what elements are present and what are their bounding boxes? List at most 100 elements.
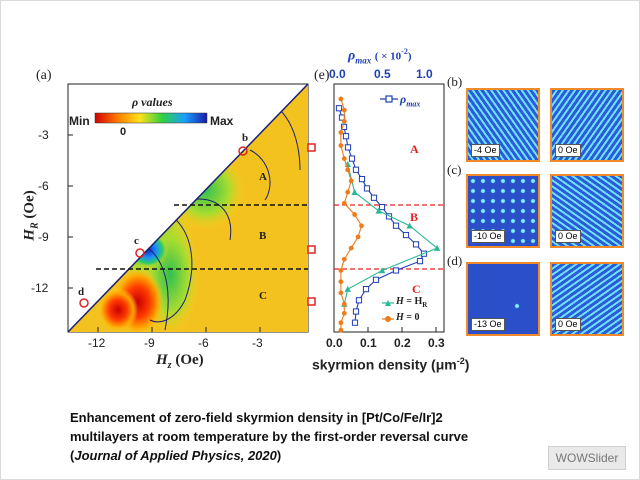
y-tick: -6 (38, 179, 49, 193)
top-axis-title: ρmax ( × 10-2) (348, 47, 412, 66)
data-point (341, 200, 347, 206)
data-point (335, 105, 343, 112)
data-point (362, 286, 370, 293)
data-point (338, 268, 344, 273)
bottom-tick: 0.0 (326, 336, 343, 350)
x-tick: -6 (198, 336, 209, 350)
y-tick: -9 (38, 230, 49, 244)
bottom-tick: 0.1 (360, 336, 377, 350)
data-point (363, 185, 371, 192)
data-point (342, 133, 350, 140)
data-point (416, 258, 424, 265)
x-tick: -3 (252, 336, 263, 350)
data-point (341, 156, 347, 161)
region-label-e: C (412, 282, 421, 296)
data-point (352, 166, 360, 173)
data-point (341, 118, 347, 124)
bottom-tick: 0.3 (428, 336, 445, 350)
thumb-skyrmion: -10 Oe (466, 174, 540, 248)
thumb-field: 0 Oe (555, 230, 581, 243)
data-point (359, 223, 364, 229)
region-label-e: A (410, 142, 419, 156)
legend-rho: ρmax (400, 92, 421, 109)
data-point (344, 285, 351, 292)
data-point (412, 241, 420, 248)
x-tick: -9 (144, 336, 155, 350)
data-point (341, 301, 347, 307)
region-label: B (259, 230, 267, 242)
bottom-axis-title: skyrmion density (μm-2) (312, 356, 470, 373)
x-axis-title: Hz (Oe) (156, 352, 204, 371)
data-point (338, 290, 344, 296)
data-point (344, 144, 352, 151)
thumb-maze: 0 Oe (550, 88, 624, 162)
data-point (378, 203, 386, 211)
data-point (338, 143, 344, 148)
data-point (378, 267, 386, 274)
data-point (355, 297, 363, 304)
legend-h-hr: H = HR (396, 296, 428, 309)
data-point (385, 213, 393, 220)
thumb-field: -10 Oe (471, 230, 505, 243)
data-point (351, 188, 358, 195)
top-tick: 1.0 (416, 67, 433, 81)
thumb-maze: -4 Oe (466, 88, 540, 162)
point-label: c (134, 235, 139, 247)
data-point (338, 279, 344, 285)
thumb-label: (c) (447, 162, 462, 177)
data-point (340, 123, 348, 130)
data-point (348, 178, 354, 184)
data-point (355, 234, 361, 240)
colorbar-max: Max (210, 114, 234, 128)
wowslider-watermark[interactable]: WOWSlider (548, 446, 626, 470)
thumb-field: -13 Oe (471, 318, 505, 331)
data-point (392, 222, 400, 229)
region-label-e: B (410, 210, 419, 224)
panel-a-label: (a) (36, 68, 52, 83)
data-point (348, 245, 354, 251)
caption-line: multilayers at room temperature by the f… (70, 429, 469, 444)
data-point (341, 107, 347, 113)
data-point (348, 155, 356, 162)
data-point (345, 189, 351, 195)
panel-a-heatmap (67, 83, 316, 333)
caption: Enhancement of zero-field skyrmion densi… (70, 408, 580, 465)
bottom-tick: 0.2 (394, 336, 411, 350)
data-point (433, 244, 441, 251)
top-tick: 0.5 (374, 67, 391, 81)
data-point (338, 130, 344, 135)
top-tick: 0.0 (329, 67, 346, 81)
thumb-field: 0 Oe (555, 318, 581, 331)
thumb-field: 0 Oe (555, 144, 581, 157)
thumb-label: (d) (447, 253, 463, 268)
region-label: C (259, 290, 267, 302)
data-point (352, 308, 360, 315)
data-point (352, 212, 358, 217)
point-label: d (78, 286, 85, 298)
colorbar-zero: 0 (120, 126, 127, 138)
data-point (370, 194, 378, 201)
panel-e-label: (e) (314, 68, 330, 83)
series-line-1 (343, 164, 439, 305)
region-label: A (259, 171, 267, 183)
data-point (338, 320, 344, 326)
colorbar-min: Min (69, 114, 90, 128)
data-point (372, 276, 380, 283)
data-point (358, 175, 366, 183)
caption-line: Enhancement of zero-field skyrmion densi… (70, 410, 443, 425)
data-point (406, 222, 413, 229)
x-tick: -12 (88, 336, 106, 350)
point-label: b (242, 132, 249, 144)
data-point (351, 319, 359, 326)
caption-line: (Journal of Applied Physics, 2020) (70, 448, 282, 463)
data-point (402, 231, 410, 239)
series-line-2 (340, 98, 363, 331)
caption-journal: Journal of Applied Physics, 2020 (74, 448, 277, 463)
data-point (375, 207, 382, 214)
legend-h-zero: H = 0 (396, 312, 420, 323)
data-point (338, 96, 344, 102)
thumb-label: (b) (447, 74, 463, 89)
y-tick: -12 (31, 281, 49, 295)
data-point (341, 256, 347, 262)
data-point (341, 310, 347, 316)
